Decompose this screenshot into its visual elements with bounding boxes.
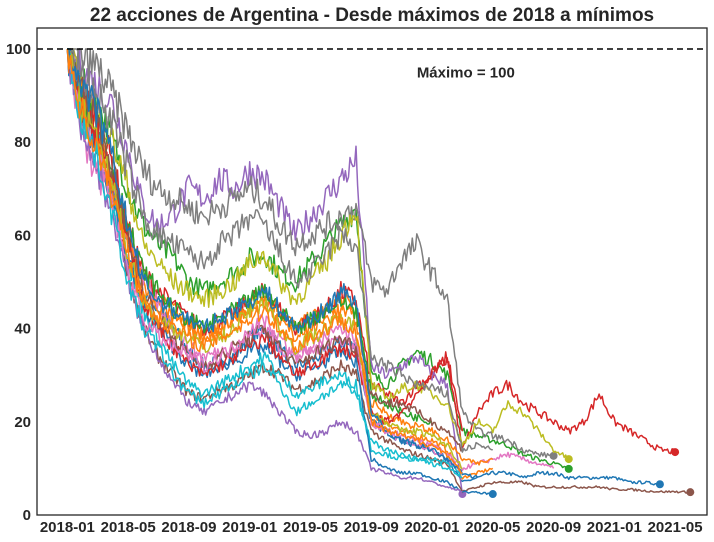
plot-frame [36, 27, 708, 516]
series-line [66, 48, 463, 474]
series-end-marker [488, 490, 497, 499]
annotation-maximo: Máximo = 100 [417, 64, 515, 81]
series-line [67, 48, 463, 474]
x-tick-label: 2018-05 [101, 519, 156, 536]
x-tick-label: 2021-05 [648, 519, 703, 536]
y-axis: 0 20 40 60 80 100 [6, 41, 31, 524]
y-tick-label: 40 [14, 321, 31, 338]
x-tick-label: 2018-09 [161, 519, 216, 536]
series-16 [66, 48, 463, 452]
series-end-marker [564, 455, 573, 464]
series-line [67, 48, 464, 495]
series-15 [66, 48, 463, 493]
series-8 [66, 48, 558, 460]
series-line [66, 48, 464, 432]
y-tick-label: 60 [14, 227, 31, 244]
series-9 [67, 48, 573, 464]
y-tick-label: 100 [6, 41, 31, 58]
series-layer [66, 48, 695, 499]
series-line [66, 48, 555, 459]
series-end-marker [671, 448, 680, 457]
x-tick-label: 2020-05 [465, 519, 520, 536]
x-tick-label: 2019-05 [283, 519, 338, 536]
series-end-marker [564, 464, 573, 473]
y-tick-label: 20 [14, 414, 31, 431]
x-tick-label: 2020-09 [526, 519, 581, 536]
series-line [66, 48, 463, 493]
series-14 [66, 48, 464, 432]
x-tick-label: 2019-09 [344, 519, 399, 536]
series-22 [66, 48, 463, 474]
x-tick-label: 2018-01 [40, 519, 95, 536]
series-end-marker [549, 451, 558, 460]
x-tick-label: 2021-01 [587, 519, 642, 536]
chart-title: 22 acciones de Argentina - Desde máximos… [90, 5, 654, 26]
series-line [67, 48, 569, 460]
series-line [66, 48, 493, 453]
x-axis: 2018-01 2018-05 2018-09 2019-01 2019-05 2019-… [40, 519, 703, 536]
y-tick-label: 80 [14, 134, 31, 151]
series-line [66, 48, 463, 452]
series-line [67, 48, 479, 479]
series-end-marker [655, 480, 664, 489]
series-18 [66, 48, 493, 453]
series-20 [67, 48, 463, 474]
y-tick-label: 0 [23, 507, 31, 524]
x-tick-label: 2020-01 [404, 519, 459, 536]
x-tick-label: 2019-01 [222, 519, 277, 536]
series-21 [67, 48, 479, 479]
series-end-marker [686, 488, 695, 497]
